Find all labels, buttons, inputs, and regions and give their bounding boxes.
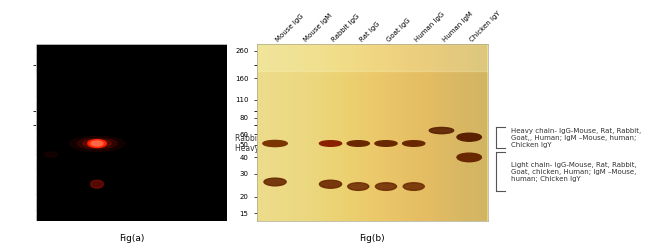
Text: Fig(b): Fig(b) (359, 234, 385, 243)
Text: Heavy chain- IgG-Mouse, Rat, Rabbit,
Goat,, Human; IgM –Mouse, human;
Chicken Ig: Heavy chain- IgG-Mouse, Rat, Rabbit, Goa… (511, 128, 641, 148)
Ellipse shape (319, 141, 342, 146)
Ellipse shape (347, 141, 369, 146)
Ellipse shape (457, 133, 482, 141)
Ellipse shape (319, 180, 342, 188)
Ellipse shape (348, 183, 369, 190)
Ellipse shape (90, 180, 103, 188)
Ellipse shape (91, 141, 103, 146)
Text: Light chain- IgG-Mouse, Rat, Rabbit,
Goat, chicken, Human; IgM –Mouse,
human; Ch: Light chain- IgG-Mouse, Rat, Rabbit, Goa… (511, 162, 636, 182)
Ellipse shape (77, 138, 117, 149)
Ellipse shape (44, 152, 57, 157)
Ellipse shape (429, 127, 454, 134)
Bar (257, 44, 488, 72)
Ellipse shape (263, 140, 287, 147)
Ellipse shape (83, 140, 111, 148)
Ellipse shape (402, 141, 425, 146)
Ellipse shape (376, 183, 396, 190)
Ellipse shape (375, 141, 397, 146)
Ellipse shape (70, 136, 125, 152)
Ellipse shape (88, 140, 106, 148)
Ellipse shape (264, 178, 286, 186)
Ellipse shape (457, 153, 482, 162)
Text: Fig(a): Fig(a) (119, 234, 144, 243)
Text: Rabbit IgG
Heavy Chain: Rabbit IgG Heavy Chain (235, 134, 283, 153)
Ellipse shape (403, 183, 424, 190)
